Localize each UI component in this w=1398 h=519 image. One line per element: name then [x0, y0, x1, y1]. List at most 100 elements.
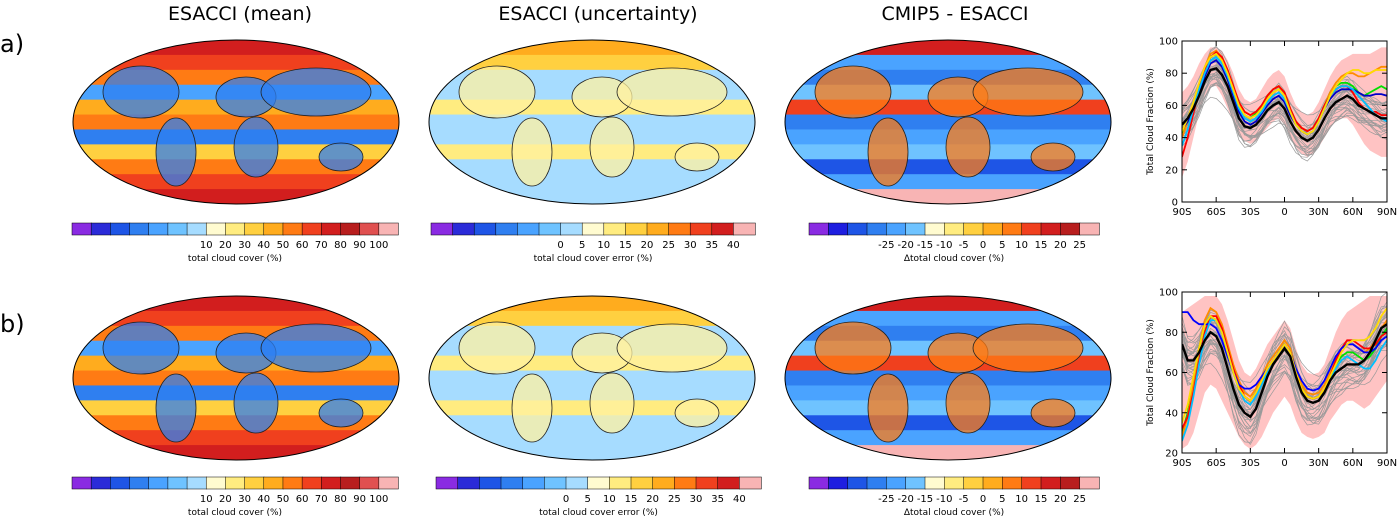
colorbar-swatch	[538, 222, 562, 236]
colorbar-swatch	[263, 222, 284, 236]
colorbar-swatch	[652, 476, 675, 490]
colorbar-swatch	[90, 476, 112, 490]
x-tick-label: 30S	[1241, 207, 1260, 218]
colorbar-swatch	[479, 476, 502, 490]
x-tick-label: 60S	[1207, 458, 1226, 469]
y-tick-label: 100	[1159, 288, 1178, 299]
series-line	[1182, 67, 1387, 143]
x-tick-label: 90S	[1172, 458, 1191, 469]
colorbar-tick-label: 40	[733, 494, 746, 505]
colorbar-swatch	[1002, 476, 1023, 490]
series-line	[1182, 307, 1387, 424]
colorbar-tick-label: -10	[936, 240, 952, 251]
model-line-gray	[1182, 341, 1387, 443]
colorbar-swatch	[733, 222, 756, 236]
colorbar-label: total cloud cover error (%)	[539, 508, 658, 518]
y-axis-label: Total Cloud Fraction (%)	[1146, 68, 1156, 176]
x-tick-label: 30N	[1309, 458, 1329, 469]
zonal-plot-b: 90S 60S 30S 0 30N 60N 90N 20 40 60 80 100 Total Clou…	[1146, 288, 1397, 470]
colorbar-tick-label: 30	[690, 494, 703, 505]
colorbar-swatch	[717, 476, 740, 490]
colorbar-swatch	[1040, 476, 1061, 490]
colorbar-tick-label: 25	[1073, 494, 1086, 505]
colorbar-swatch	[378, 476, 399, 490]
colorbar-swatch	[495, 222, 519, 236]
colorbar-swatch	[110, 222, 131, 236]
colorbar-tick-label: 25	[662, 240, 675, 251]
y-tick-label: 60	[1165, 368, 1178, 379]
colorbar-swatch	[110, 476, 131, 490]
y-tick-label: 20	[1165, 449, 1178, 460]
x-tick-label: 60N	[1343, 458, 1363, 469]
model-line-gray	[1182, 74, 1387, 158]
colorbar-tick-label: 0	[980, 494, 986, 505]
colorbar-swatch	[359, 476, 380, 490]
colorbar-swatch	[828, 222, 849, 236]
colorbar-swatch	[924, 476, 945, 490]
colorbar-swatch	[522, 476, 545, 490]
colorbar-swatch	[1002, 222, 1023, 236]
x-tick-label: 0	[1281, 207, 1287, 218]
colorbar-swatch	[674, 476, 697, 490]
model-line-gray	[1182, 344, 1387, 437]
colorbar-swatch	[1021, 222, 1042, 236]
colorbar-swatch	[359, 222, 380, 236]
colorbar-swatch	[457, 476, 480, 490]
series-line	[1182, 55, 1387, 147]
colorbar-tick-label: 20	[1054, 240, 1067, 251]
colorbar-tick-label: -25	[878, 494, 894, 505]
colorbar-label: total cloud cover (%)	[188, 508, 282, 518]
colorbar-swatch	[808, 222, 829, 236]
colorbar-swatch	[301, 476, 322, 490]
y-tick-label: 40	[1165, 133, 1178, 144]
spread-envelope	[1182, 296, 1387, 449]
colorbar-swatch	[982, 222, 1003, 236]
colorbar-tick-label: 60	[296, 494, 309, 505]
colorbar-swatch	[263, 476, 284, 490]
colorbar-tick-label: 35	[705, 240, 718, 251]
model-line-gray	[1182, 333, 1387, 428]
map-diff-a	[784, 39, 1112, 205]
model-line-gray	[1182, 64, 1387, 148]
colorbar-swatch	[847, 222, 868, 236]
colorbar-tick-label: 50	[277, 494, 290, 505]
x-tick-label: 90S	[1172, 207, 1191, 218]
colorbar-swatch	[430, 222, 454, 236]
row-label-b: b)	[0, 310, 25, 338]
colorbar-tick-label: -20	[897, 240, 913, 251]
colorbar-tick-label: 10	[603, 494, 616, 505]
title-diff: CMIP5 - ESACCI	[882, 3, 1029, 25]
colorbar-tick-label: 10	[200, 240, 213, 251]
colorbar-swatch	[565, 476, 589, 490]
model-line-gray	[1182, 354, 1387, 421]
colorbar-tick-label: 100	[369, 240, 388, 251]
x-tick-label: 60N	[1343, 207, 1363, 218]
lineplots-layer: 90S 60S 30S 0 30N 60N 90N 0 20 40 60 80 100 Total Clo…	[1146, 37, 1397, 470]
colorbar-swatch	[225, 222, 246, 236]
colorbar-swatch	[129, 222, 150, 236]
series-line	[1182, 323, 1387, 419]
model-line-gray	[1182, 325, 1387, 429]
colorbar-tick-label: 20	[219, 240, 232, 251]
colorbar-tick-label: 70	[315, 494, 328, 505]
colorbar-tick-label: -20	[897, 494, 913, 505]
colorbar-swatch	[452, 222, 475, 236]
colorbar-swatch	[90, 222, 112, 236]
model-line-gray	[1182, 339, 1387, 411]
colorbar-swatch	[378, 222, 399, 236]
model-line-gray	[1182, 292, 1387, 417]
colorbar-tick-label: 10	[1015, 494, 1028, 505]
colorbar-swatch	[886, 476, 907, 490]
colorbar-tick-label: -25	[878, 240, 894, 251]
colorbar-uncertainty-a: 0 5 10 15 20 25 30 35 40 total cloud cover error …	[430, 222, 756, 264]
colorbar-label: Δtotal cloud cover (%)	[904, 254, 1004, 264]
colorbar-tick-label: 15	[1035, 494, 1048, 505]
colorbar-tick-label: 5	[584, 494, 590, 505]
colorbar-tick-label: 20	[641, 240, 654, 251]
colorbar-swatch	[1079, 476, 1100, 490]
colorbar-swatch	[225, 476, 246, 490]
colorbar-tick-label: 90	[353, 494, 366, 505]
colorbar-swatch	[1079, 222, 1100, 236]
colorbar-swatch	[625, 222, 648, 236]
